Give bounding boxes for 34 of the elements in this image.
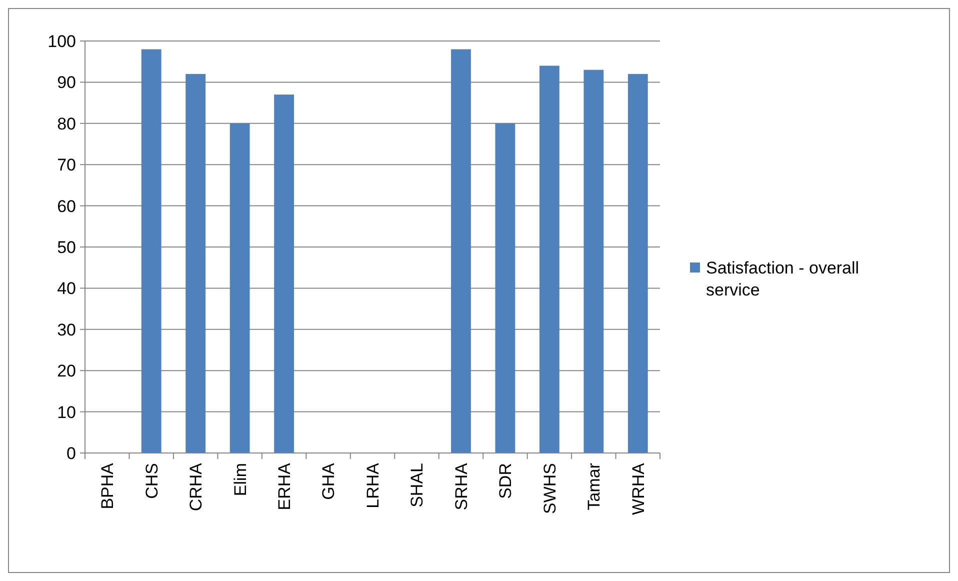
x-tick-label: CHS xyxy=(142,463,162,499)
bar xyxy=(141,49,162,453)
bar xyxy=(584,70,604,453)
y-tick-label: 80 xyxy=(57,114,76,134)
x-tick-label: CRHA xyxy=(186,462,206,512)
bar xyxy=(230,123,250,453)
y-tick-label: 50 xyxy=(57,238,76,257)
x-tick-label: Tamar xyxy=(584,462,604,510)
bar xyxy=(451,49,471,453)
y-tick-label: 40 xyxy=(57,279,76,298)
legend-label: Satisfaction - overall service xyxy=(706,258,860,300)
y-tick-label: 60 xyxy=(57,196,76,216)
x-tick-label: SDR xyxy=(496,463,516,499)
bar xyxy=(274,94,294,453)
x-tick-label: SWHS xyxy=(540,463,560,514)
bar xyxy=(186,74,206,453)
x-tick-label: Elim xyxy=(230,463,250,496)
y-tick-label: 90 xyxy=(57,73,76,92)
x-tick-label: LRHA xyxy=(363,462,382,508)
y-tick-label: 30 xyxy=(57,320,76,340)
y-tick-label: 100 xyxy=(48,32,76,51)
x-tick-label: BPHA xyxy=(98,462,118,510)
bar xyxy=(539,66,560,453)
bar xyxy=(628,74,648,453)
y-tick-label: 20 xyxy=(57,362,76,381)
x-tick-label: ERHA xyxy=(274,462,294,510)
x-tick-label: GHA xyxy=(319,462,338,500)
y-tick-label: 0 xyxy=(66,444,76,463)
x-tick-label: WRHA xyxy=(628,462,648,515)
x-tick-label: SHAL xyxy=(408,463,427,508)
bar xyxy=(495,123,516,453)
x-tick-label: SRHA xyxy=(452,462,471,510)
y-tick-label: 70 xyxy=(57,156,76,175)
y-tick-label: 10 xyxy=(57,402,76,422)
